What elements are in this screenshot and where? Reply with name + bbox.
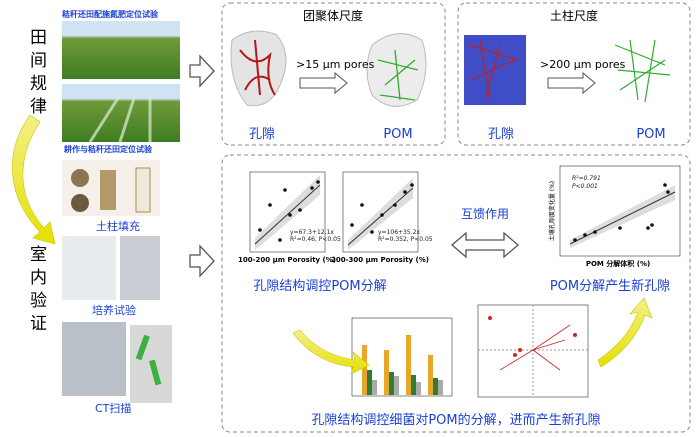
arrow (189, 244, 215, 278)
y-axis-label: 土壤孔隙度变化量 (%) (548, 181, 556, 241)
lab-photo (62, 236, 116, 300)
threshold: >200 μm pores (540, 58, 626, 71)
bar-chart-image (351, 317, 453, 397)
side-label: 室内验证 (26, 245, 47, 337)
step-label: 土柱填充 (96, 219, 140, 233)
equation: y=67.3+12.1x (290, 229, 334, 236)
photo-caption: 秸秆还田配施氮肥定位试验 (62, 9, 159, 19)
stat: R²=0.791 (572, 175, 601, 182)
step-label: 培养试验 (92, 303, 136, 317)
stat: P<0.001 (572, 183, 598, 190)
ordination-image (477, 304, 589, 398)
pom-label: POM (383, 127, 412, 142)
lab-photo (120, 236, 160, 300)
finding-label: 孔隙结构调控POM分解 (253, 279, 386, 294)
stat: R²=0.46, P<0.05 (290, 236, 341, 243)
side-label: 田间规律 (26, 28, 47, 120)
field-photo (62, 21, 180, 79)
box-title: 土柱尺度 (550, 8, 598, 23)
ct-photo (62, 322, 126, 396)
box-title: 团聚体尺度 (303, 8, 363, 23)
curved-arrow (12, 114, 56, 245)
arrow (299, 71, 348, 95)
step-label: CT扫描 (95, 401, 131, 415)
mechanism-box (221, 154, 691, 433)
scatter-plot (342, 171, 419, 253)
finding-label: POM分解产生新孔隙 (550, 278, 670, 294)
arrow (547, 71, 596, 95)
curved-arrow (597, 297, 653, 368)
stat: R²=0.352, P<0.05 (378, 236, 433, 243)
interaction-label: 互馈作用 (461, 207, 509, 221)
equation: y=106+35.2x (378, 229, 420, 236)
pore-label: 孔隙 (249, 127, 275, 142)
x-axis-label: POM 分解体积 (%) (586, 259, 650, 268)
scale-box (221, 2, 446, 146)
scale-box (457, 2, 691, 146)
threshold: >15 μm pores (296, 58, 375, 71)
pore-render (464, 35, 526, 105)
curved-arrow (292, 329, 370, 375)
photo-caption: 耕作与秸秆还田定位试验 (63, 144, 153, 154)
conclusion: 孔隙结构调控细菌对POM的分解，进而产生新孔隙 (311, 412, 600, 428)
arrow (189, 54, 215, 88)
x-axis-label: 200-300 μm Porosity (%) (331, 256, 429, 264)
double-arrow (451, 231, 519, 259)
pom-label: POM (636, 127, 665, 142)
pore-label: 孔隙 (488, 127, 514, 142)
scatter-plot (249, 171, 326, 253)
x-axis-label: 100-200 μm Porosity (%) (238, 256, 336, 264)
scatter-plot (559, 165, 681, 257)
field-photo (62, 84, 180, 142)
